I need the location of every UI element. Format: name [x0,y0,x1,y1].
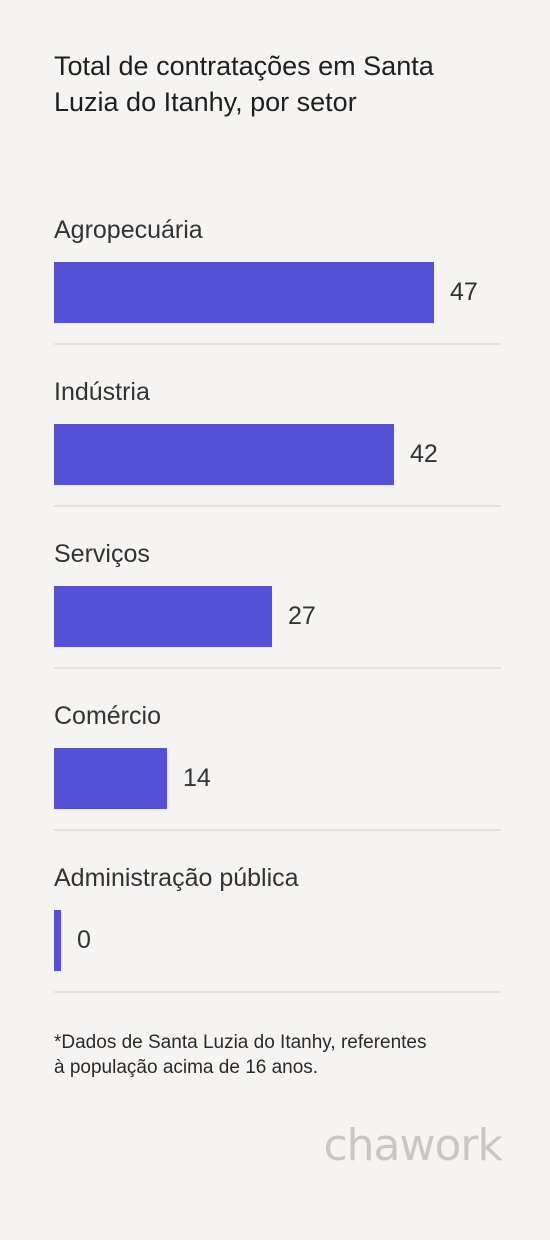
category-label: Administração pública [54,864,299,892]
bar [54,748,167,809]
bar-row: Agropecuária 47 [54,200,501,362]
bar-row: Comércio 14 [54,686,501,848]
bar-track: 42 [54,424,501,485]
category-label: Agropecuária [54,216,203,244]
row-divider [54,505,501,507]
row-divider [54,667,501,669]
brand-logo: chawork [323,1120,503,1171]
bar [54,424,394,485]
bar-row: Indústria 42 [54,362,501,524]
bar [54,586,272,647]
row-divider [54,991,501,993]
bar [54,910,61,971]
bar [54,262,434,323]
bar-track: 27 [54,586,501,647]
bar-value-label: 42 [410,440,438,468]
bar-value-label: 0 [77,926,91,954]
bar-chart: Agropecuária 47 Indústria 42 Serviços 27 Comér… [54,200,501,1010]
category-label: Comércio [54,702,161,730]
category-label: Serviços [54,540,150,568]
bar-row: Serviços 27 [54,524,501,686]
footnote: *Dados de Santa Luzia do Itanhy, referen… [54,1030,504,1080]
footnote-line-1: *Dados de Santa Luzia do Itanhy, referen… [54,1032,427,1053]
bar-value-label: 47 [450,278,478,306]
bar-track: 47 [54,262,501,323]
bar-track: 0 [54,910,501,971]
chart-title: Total de contratações em Santa Luzia do … [54,51,434,117]
bar-row: Administração pública 0 [54,848,501,1010]
category-label: Indústria [54,378,150,406]
bar-value-label: 27 [288,602,316,630]
row-divider [54,829,501,831]
row-divider [54,343,501,345]
bar-value-label: 14 [183,764,211,792]
footnote-line-2: à população acima de 16 anos. [54,1057,319,1078]
bar-track: 14 [54,748,501,809]
